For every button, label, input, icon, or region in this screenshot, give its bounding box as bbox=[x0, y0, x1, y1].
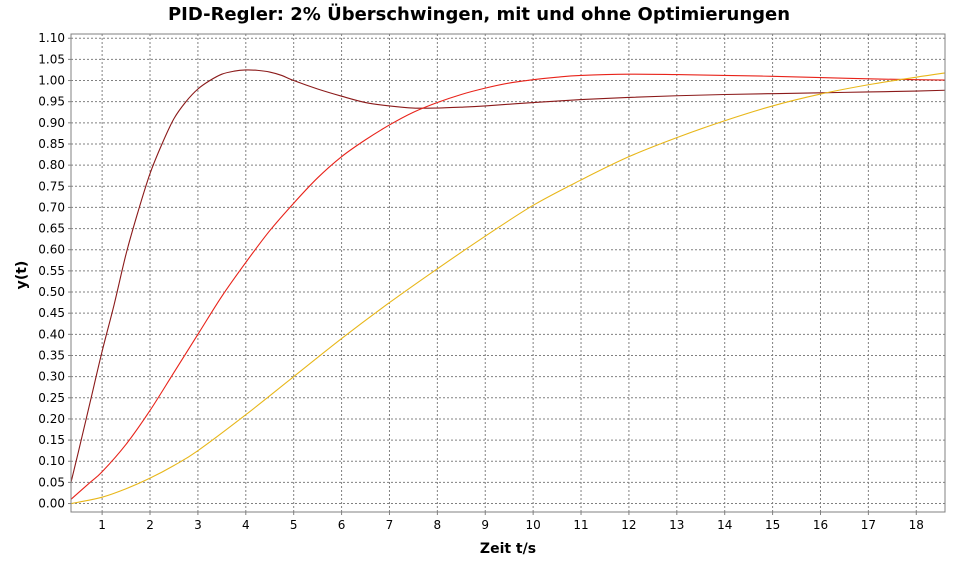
y-tick-label: 0.25 bbox=[38, 391, 65, 405]
y-tick-label: 0.45 bbox=[38, 306, 65, 320]
x-axis-ticks: 1 2 3 4 5 6 7 8 9 10 11 12 13 14 15 16 17 18 bbox=[98, 512, 924, 532]
x-tick-label: 9 bbox=[481, 518, 489, 532]
x-axis-label: Zeit t/s bbox=[480, 541, 536, 557]
x-tick-label: 18 bbox=[909, 518, 924, 532]
x-tick-label: 8 bbox=[434, 518, 442, 532]
y-tick-label: 0.80 bbox=[38, 158, 65, 172]
y-tick-label: 0.70 bbox=[38, 200, 65, 214]
y-tick-label: 0.35 bbox=[38, 348, 65, 362]
y-tick-label: 0.05 bbox=[38, 475, 65, 489]
series-layer bbox=[70, 69, 946, 505]
y-tick-label: 0.60 bbox=[38, 243, 65, 257]
x-tick-label: 7 bbox=[386, 518, 394, 532]
x-tick-label: 6 bbox=[338, 518, 346, 532]
x-tick-label: 12 bbox=[621, 518, 636, 532]
x-tick-label: 1 bbox=[98, 518, 106, 532]
x-tick-label: 16 bbox=[813, 518, 828, 532]
x-tick-label: 11 bbox=[573, 518, 588, 532]
x-tick-label: 5 bbox=[290, 518, 298, 532]
y-tick-label: 1.05 bbox=[38, 52, 65, 66]
y-axis-ticks: 0.00 0.05 0.10 0.15 0.20 0.25 0.30 0.35 0.40 0.45… bbox=[38, 31, 71, 511]
x-tick-label: 10 bbox=[526, 518, 541, 532]
y-tick-label: 0.10 bbox=[38, 454, 65, 468]
y-axis-label: y(t) bbox=[14, 261, 30, 290]
x-tick-label: 2 bbox=[146, 518, 154, 532]
y-tick-label: 0.40 bbox=[38, 327, 65, 341]
y-tick-label: 0.15 bbox=[38, 433, 65, 447]
y-tick-label: 0.85 bbox=[38, 137, 65, 151]
x-tick-label: 13 bbox=[669, 518, 684, 532]
chart-title: PID-Regler: 2% Überschwingen, mit und oh… bbox=[168, 3, 790, 25]
grid bbox=[71, 34, 945, 512]
x-tick-label: 3 bbox=[194, 518, 202, 532]
y-tick-label: 0.95 bbox=[38, 95, 65, 109]
plot-frame bbox=[70, 33, 946, 513]
series-line-1 bbox=[70, 69, 946, 483]
x-tick-label: 14 bbox=[717, 518, 732, 532]
y-tick-label: 0.20 bbox=[38, 412, 65, 426]
series-line-3 bbox=[70, 72, 946, 505]
y-tick-label: 0.00 bbox=[38, 497, 65, 511]
y-tick-label: 0.30 bbox=[38, 370, 65, 384]
series-line-2 bbox=[70, 73, 946, 500]
x-tick-label: 17 bbox=[861, 518, 876, 532]
y-tick-label: 0.55 bbox=[38, 264, 65, 278]
y-tick-label: 0.90 bbox=[38, 116, 65, 130]
y-tick-label: 0.50 bbox=[38, 285, 65, 299]
x-tick-label: 4 bbox=[242, 518, 250, 532]
x-tick-label: 15 bbox=[765, 518, 780, 532]
y-tick-label: 1.00 bbox=[38, 74, 65, 88]
y-tick-label: 0.75 bbox=[38, 179, 65, 193]
y-tick-label: 0.65 bbox=[38, 222, 65, 236]
y-tick-label: 1.10 bbox=[38, 31, 65, 45]
